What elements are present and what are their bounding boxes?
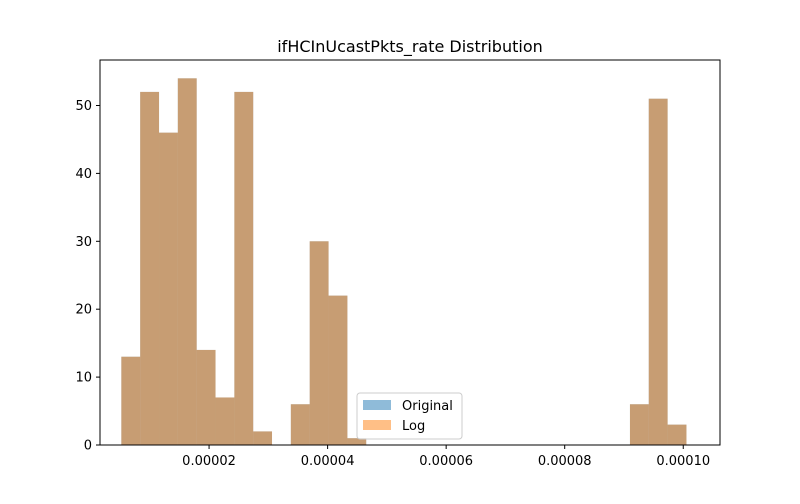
bars-layer xyxy=(121,78,687,446)
histogram-bar-log xyxy=(196,349,216,445)
histogram-bar-log xyxy=(347,438,367,445)
x-tick-label: 0.00002 xyxy=(182,454,236,469)
legend-swatch-log xyxy=(363,420,391,430)
y-tick-label: 40 xyxy=(75,167,92,182)
x-axis: 0.00002 0.00004 0.00006 0.00008 0.00010 xyxy=(182,445,710,469)
y-tick-label: 10 xyxy=(75,371,92,386)
legend-label-original: Original xyxy=(402,399,453,414)
histogram-bar-log xyxy=(215,397,235,445)
x-tick-label: 0.00004 xyxy=(301,454,355,469)
x-tick-label: 0.00010 xyxy=(656,454,710,469)
histogram-bar-log xyxy=(177,78,197,445)
x-tick-label: 0.00006 xyxy=(419,454,473,469)
histogram-bar-log xyxy=(309,241,329,445)
histogram-bar-log xyxy=(159,132,178,445)
y-tick-label: 50 xyxy=(75,99,92,114)
histogram-bar-log xyxy=(121,356,141,445)
legend: Original Log xyxy=(356,392,463,440)
histogram-bar-log xyxy=(253,431,273,445)
x-tick-label: 0.00008 xyxy=(538,454,592,469)
histogram-bar-log xyxy=(328,295,348,445)
y-tick-label: 0 xyxy=(84,439,92,454)
chart-title: ifHCInUcastPkts_rate Distribution xyxy=(277,37,543,57)
y-axis: 0 10 20 30 40 50 xyxy=(75,99,100,454)
histogram-bar-log xyxy=(667,424,687,445)
histogram-bar-log xyxy=(629,404,649,445)
y-tick-label: 20 xyxy=(75,303,92,318)
legend-swatch-original xyxy=(363,400,391,410)
legend-label-log: Log xyxy=(402,419,425,434)
histogram-bar-log xyxy=(648,98,668,445)
histogram-bar-log xyxy=(290,404,310,445)
histogram-bar-log xyxy=(140,91,160,446)
y-tick-label: 30 xyxy=(75,235,92,250)
plot-frame xyxy=(99,59,721,446)
histogram-bar-log xyxy=(234,91,254,446)
